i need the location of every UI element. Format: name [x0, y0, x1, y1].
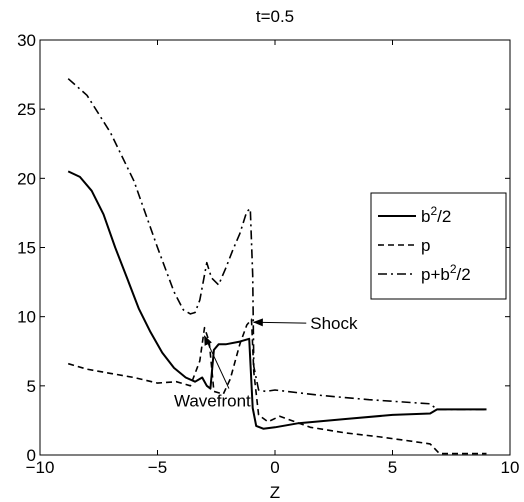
y-tick-label: 15 — [17, 239, 36, 258]
legend-label-1: p — [421, 236, 430, 255]
series-line-1 — [67, 318, 487, 455]
x-axis-label: Z — [270, 483, 280, 502]
x-tick-label: 10 — [501, 458, 520, 477]
y-tick-label: 30 — [17, 31, 36, 50]
x-tick-label: −5 — [148, 458, 167, 477]
y-tick-label: 20 — [17, 169, 36, 188]
y-tick-label: 5 — [27, 377, 36, 396]
y-tick-label: 25 — [17, 100, 36, 119]
ticks-layer: −10 −5 0 5 10 0 5 10 15 20 25 30 — [17, 31, 519, 477]
y-tick-label: 10 — [17, 308, 36, 327]
x-tick-label: 0 — [270, 458, 279, 477]
series-layer — [67, 78, 487, 455]
legend-label-0: b2/2 — [421, 204, 451, 226]
annotation-arrow — [252, 318, 307, 327]
chart-title: t=0.5 — [256, 7, 294, 26]
annotation-arrow — [204, 335, 230, 389]
legend: b2/2 p p+b2/2 — [370, 192, 507, 300]
series-line-0 — [67, 170, 487, 430]
series-line-2 — [67, 78, 487, 411]
annotation-label: Shock — [310, 314, 358, 333]
x-tick-label: −10 — [26, 458, 55, 477]
annotation-label: Wavefront — [174, 392, 251, 411]
x-tick-label: 5 — [388, 458, 397, 477]
plot-area: −10 −5 0 5 10 0 5 10 15 20 25 30 Shock Wavefront — [17, 31, 519, 477]
annotations-layer: Shock Wavefront — [174, 314, 358, 410]
legend-label-2: p+b2/2 — [421, 262, 471, 284]
legend-box — [370, 192, 507, 300]
y-tick-label: 0 — [27, 446, 36, 465]
